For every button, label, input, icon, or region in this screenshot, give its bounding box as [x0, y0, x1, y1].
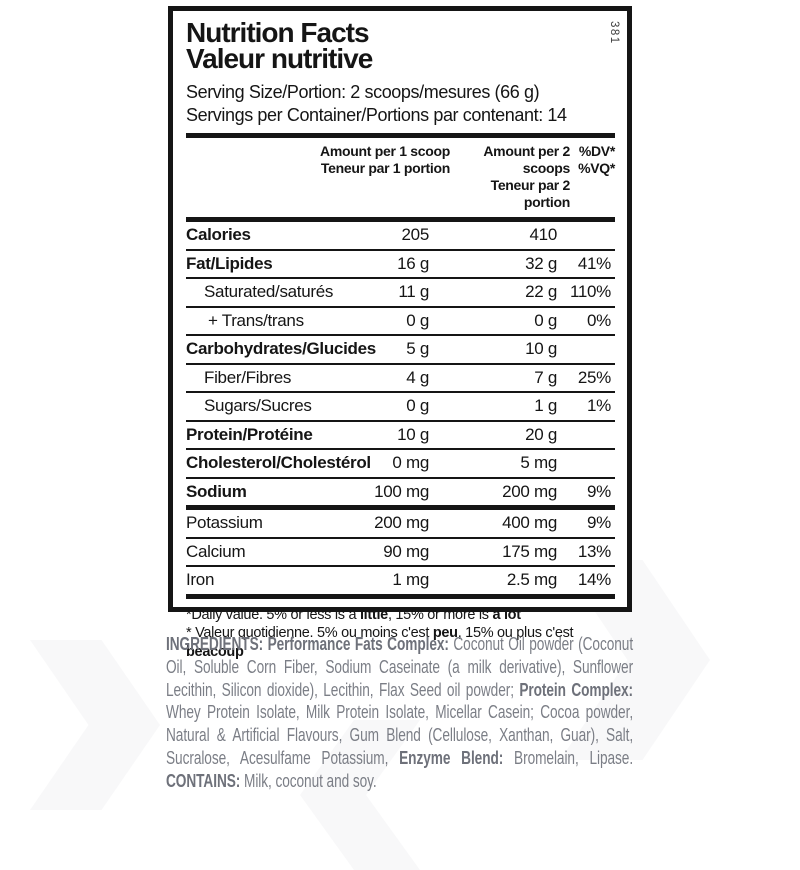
- daily-value-percent: 9%: [587, 481, 611, 501]
- nutrient-label: Potassium: [186, 513, 263, 533]
- footnote-en: *Daily value. 5% or less is a little, 15…: [186, 606, 521, 623]
- footnote-fr: * Valeur quotidienne. 5% ou moins c'est …: [186, 625, 574, 660]
- nutrient-rows: Calories 205 410 Fat/Lipides 16 g 32 g 41% Satu…: [186, 222, 615, 594]
- amount-per-1-scoop-value: 16 g: [397, 253, 429, 273]
- nutrient-label: Fat/Lipides: [186, 253, 273, 273]
- nutrient-label: Sugars/Sucres: [204, 396, 312, 416]
- amount-per-1-scoop-value: 90 mg: [383, 541, 429, 561]
- amount-per-1-scoop-value: 205: [401, 225, 430, 245]
- serving-size-line: Serving Size/Portion: 2 scoops/mesures (…: [186, 82, 540, 102]
- nutrient-row: Potassium 200 mg 400 mg 9%: [186, 505, 615, 537]
- amount-per-2-scoops-value: 400 mg: [502, 513, 557, 533]
- column-headers: Amount per 1 scoop Teneur par 1 portion …: [186, 138, 615, 217]
- amount-per-1-scoop-value: 10 g: [397, 424, 429, 444]
- nutrient-label: + Trans/trans: [208, 310, 304, 330]
- daily-value-percent: 9%: [587, 513, 611, 533]
- nutrient-row: Fat/Lipides 16 g 32 g 41%: [186, 248, 615, 278]
- nutrient-label: Calories: [186, 225, 251, 245]
- nutrient-label: Sodium: [186, 481, 247, 501]
- nutrient-row: + Trans/trans 0 g 0 g 0%: [186, 305, 615, 335]
- footnotes: *Daily value. 5% or less is a little, 15…: [186, 606, 615, 662]
- nutrient-label: Protein/Protéine: [186, 424, 313, 444]
- column-header-amount-1-scoop: Amount per 1 scoop Teneur par 1 portion: [320, 143, 450, 176]
- ingredients-paragraph: INGREDIENTS: Performance Fats Complex: C…: [166, 633, 634, 791]
- amount-per-2-scoops-value: 2.5 mg: [506, 570, 557, 590]
- label-code: 381: [608, 21, 620, 45]
- amount-per-2-scoops-value: 175 mg: [502, 541, 557, 561]
- daily-value-percent: 0%: [587, 310, 611, 330]
- daily-value-percent: 14%: [577, 570, 611, 590]
- amount-per-2-scoops-value: 22 g: [525, 282, 557, 302]
- nutrient-row: Saturated/saturés 11 g 22 g 110%: [186, 277, 615, 306]
- amount-per-2-scoops-value: 32 g: [525, 253, 557, 273]
- amount-per-2-scoops-value: 20 g: [525, 424, 557, 444]
- ingredients-section: INGREDIENTS: Performance Fats Complex: C…: [166, 633, 633, 793]
- panel-title-fr: Valeur nutritive: [186, 43, 373, 74]
- nutrient-label: Calcium: [186, 541, 246, 561]
- nutrient-label: Saturated/saturés: [204, 282, 334, 302]
- nutrient-row: Cholesterol/Cholestérol 0 mg 5 mg: [186, 448, 615, 477]
- amount-per-1-scoop-value: 4 g: [406, 367, 429, 387]
- column-header-amount-2-scoops: Amount per 2 scoops Teneur par 2 portion: [483, 143, 570, 210]
- amount-per-1-scoop-value: 0 g: [406, 310, 429, 330]
- nutrient-label: Iron: [186, 570, 215, 590]
- amount-per-1-scoop-value: 11 g: [398, 282, 429, 302]
- amount-per-2-scoops-value: 7 g: [534, 367, 557, 387]
- nutrient-row: Sodium 100 mg 200 mg 9%: [186, 476, 615, 506]
- daily-value-percent: 1%: [587, 396, 611, 416]
- servings-per-container-line: Servings per Container/Portions par cont…: [186, 104, 567, 125]
- amount-per-2-scoops-value: 5 mg: [520, 453, 557, 473]
- thick-rule: [186, 217, 615, 222]
- nutrient-row: Calcium 90 mg 175 mg 13%: [186, 536, 615, 566]
- amount-per-1-scoop-value: 0 g: [406, 396, 429, 416]
- nutrient-label: Cholesterol/Cholestérol: [186, 453, 371, 473]
- nutrition-facts-panel: 381 Nutrition Facts Valeur nutritive Ser…: [168, 6, 632, 660]
- serving-info: Serving Size/Portion: 2 scoops/mesures (…: [186, 81, 615, 126]
- panel-title: Nutrition Facts Valeur nutritive: [186, 17, 615, 74]
- daily-value-percent: 13%: [577, 541, 611, 561]
- amount-per-2-scoops-value: 10 g: [525, 339, 557, 359]
- watermark-chevron: [30, 640, 160, 810]
- panel-title-en: Nutrition Facts: [186, 17, 370, 48]
- nutrient-row: Calories 205 410: [186, 222, 615, 249]
- nutrient-row: Iron 1 mg 2.5 mg 14%: [186, 565, 615, 594]
- nutrient-row: Protein/Protéine 10 g 20 g: [186, 419, 615, 449]
- daily-value-percent: 25%: [577, 367, 611, 387]
- thick-rule: [186, 133, 615, 138]
- amount-per-1-scoop-value: 100 mg: [374, 481, 429, 501]
- amount-per-1-scoop-value: 1 mg: [392, 570, 429, 590]
- amount-per-2-scoops-value: 1 g: [534, 396, 557, 416]
- daily-value-percent: 110%: [569, 282, 611, 302]
- amount-per-1-scoop-value: 0 mg: [392, 453, 429, 473]
- daily-value-percent: 41%: [577, 253, 611, 273]
- nutrient-row: Sugars/Sucres 0 g 1 g 1%: [186, 391, 615, 420]
- amount-per-1-scoop-value: 5 g: [406, 339, 429, 359]
- amount-per-2-scoops-value: 0 g: [534, 310, 557, 330]
- column-header-daily-value: %DV* %VQ*: [578, 143, 615, 176]
- nutrient-label: Fiber/Fibres: [204, 367, 292, 387]
- amount-per-1-scoop-value: 200 mg: [374, 513, 429, 533]
- nutrient-row: Fiber/Fibres 4 g 7 g 25%: [186, 362, 615, 392]
- thick-rule: [186, 593, 615, 599]
- amount-per-2-scoops-value: 200 mg: [502, 481, 557, 501]
- nutrient-row: Carbohydrates/Glucides 5 g 10 g: [186, 334, 615, 363]
- nutrient-label: Carbohydrates/Glucides: [186, 339, 376, 359]
- amount-per-2-scoops-value: 410: [529, 225, 558, 245]
